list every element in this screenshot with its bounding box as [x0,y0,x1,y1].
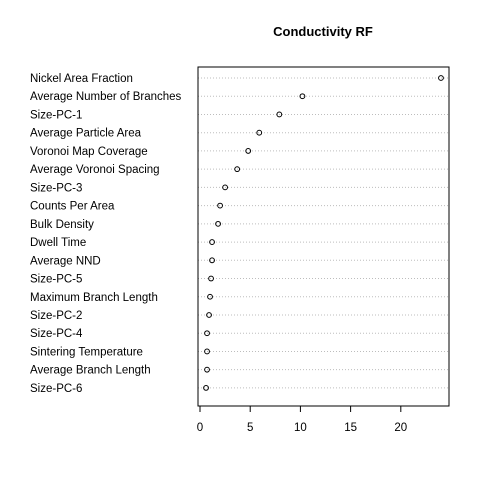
category-label: Sintering Temperature [30,346,143,358]
category-label: Size-PC-6 [30,383,82,395]
x-tick-label: 5 [247,422,253,434]
data-points [203,75,444,391]
x-axis: 0 5 10 15 20 [197,405,407,434]
data-point [208,275,214,282]
data-point [204,348,210,355]
x-tick-label: 0 [197,422,203,434]
data-point [204,330,210,337]
data-point [215,220,221,227]
category-label: Voronoi Map Coverage [30,146,148,158]
category-label: Size-PC-1 [30,109,82,121]
x-tick-label: 20 [394,422,407,434]
category-label: Average Particle Area [30,128,142,140]
data-point [299,93,306,100]
data-point [206,312,212,318]
data-point [222,184,229,191]
data-point [234,166,241,173]
chart-title: Conductivity RF [273,24,373,39]
category-label: Bulk Density [30,219,94,231]
category-label: Size-PC-2 [30,310,82,322]
data-point [207,293,213,300]
category-label: Counts Per Area [30,201,115,213]
category-label: Average NND [30,255,101,267]
category-label: Average Voronoi Spacing [30,164,160,176]
category-label: Size-PC-4 [30,328,83,340]
category-label: Average Number of Branches [30,91,182,103]
x-tick-label: 10 [294,422,307,434]
plot-frame [197,66,450,407]
data-point [203,385,209,391]
data-point [209,239,215,245]
category-labels: Nickel Area Fraction Average Number of Br… [30,73,182,395]
data-point [217,202,223,209]
category-label: Dwell Time [30,237,86,249]
category-label: Size-PC-3 [30,182,82,194]
category-label: Size-PC-5 [30,274,82,286]
x-tick-label: 15 [344,422,357,434]
data-point [438,75,444,81]
category-label: Nickel Area Fraction [30,73,133,85]
guide-lines [198,77,449,389]
category-label: Maximum Branch Length [30,292,158,304]
data-point [204,366,210,373]
data-point [276,111,283,118]
data-point [209,257,215,264]
data-point [245,148,252,154]
category-label: Average Branch Length [30,365,151,377]
data-point [256,129,263,136]
